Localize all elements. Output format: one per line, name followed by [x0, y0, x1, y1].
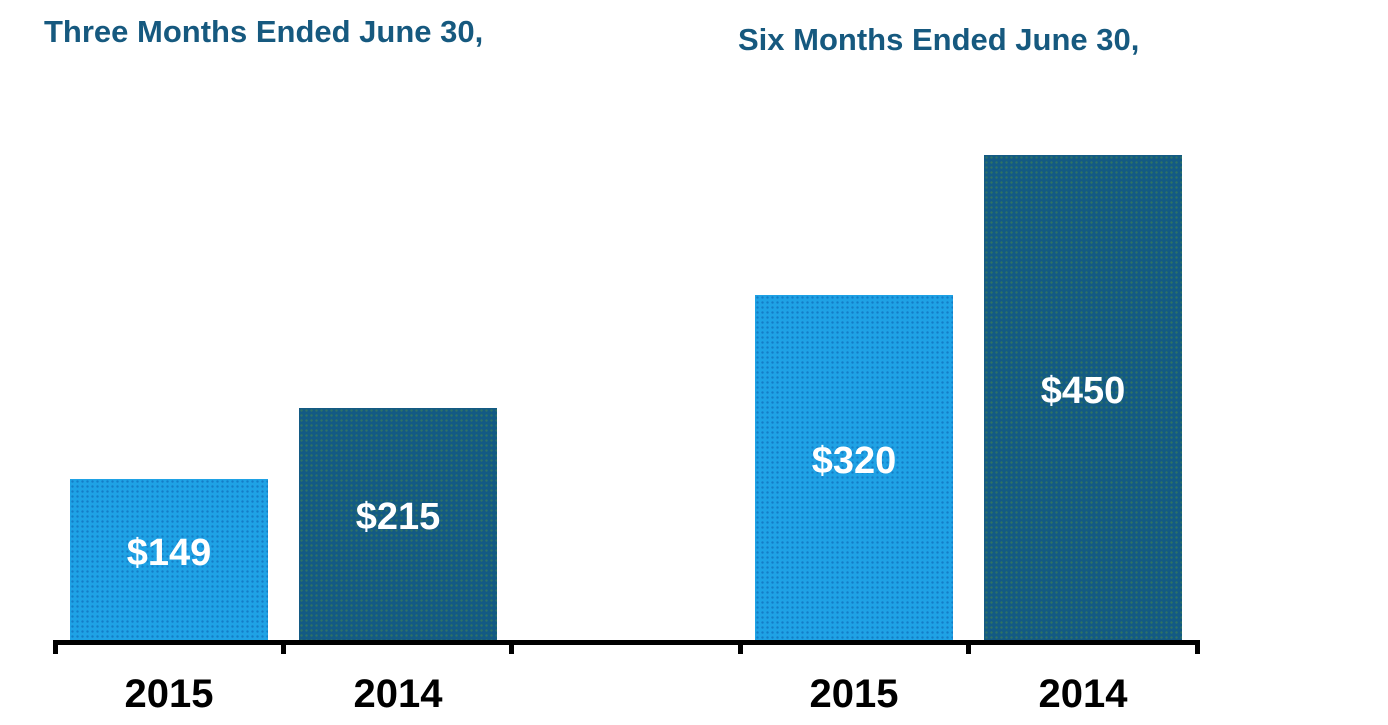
axis-tick	[509, 640, 514, 654]
year-label-three-months-2014: 2014	[353, 672, 443, 716]
chart-title-six-months: Six Months Ended June 30,	[738, 22, 1140, 57]
year-label-six-months-2014: 2014	[1038, 672, 1128, 716]
bar-six-months-2014: $450	[984, 155, 1182, 640]
axis-tick	[738, 640, 743, 654]
bar-value-label: $215	[355, 496, 441, 538]
axis-tick	[281, 640, 286, 654]
axis-tick	[966, 640, 971, 654]
bar-value-label: $320	[811, 439, 897, 482]
year-label-six-months-2015: 2015	[809, 672, 899, 716]
chart-title-three-months: Three Months Ended June 30,	[44, 14, 484, 49]
axis-tick	[1195, 640, 1200, 654]
bar-value-label: $149	[126, 531, 212, 574]
axis-tick	[53, 640, 58, 654]
bar-three-months-2015: $149	[70, 479, 268, 640]
year-label-three-months-2015: 2015	[124, 672, 214, 716]
bar-value-label: $450	[1040, 369, 1126, 412]
x-axis-line	[55, 640, 1197, 645]
bar-six-months-2015: $320	[755, 295, 953, 640]
bar-three-months-2014: $215	[299, 408, 497, 640]
